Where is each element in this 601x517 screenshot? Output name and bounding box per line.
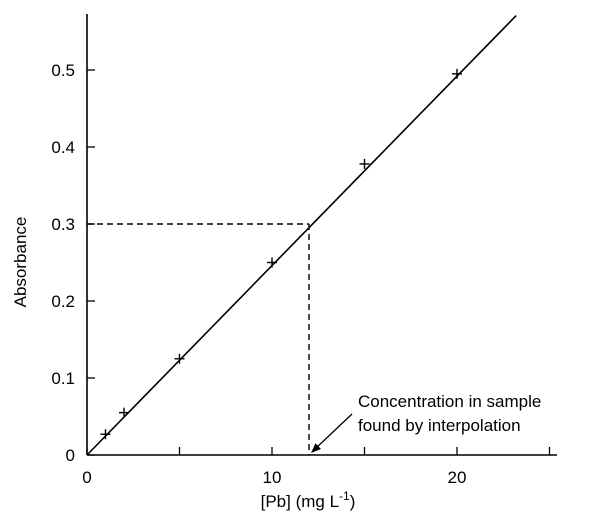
x-axis-title-main: [Pb] (mg L [261,492,339,511]
y-tick-label: 0.4 [51,138,75,157]
annotation-group: Concentration in sample found by interpo… [311,392,541,453]
data-point [119,407,129,418]
annotation-line-2: found by interpolation [358,416,521,435]
y-tick-label: 0 [66,446,75,465]
ticks: 0 0.1 0.2 0.3 0.4 0.5 0 10 20 [51,61,551,487]
axes [86,14,557,456]
data-point [452,68,462,79]
x-tick-label: 0 [82,468,91,487]
annotation-line-1: Concentration in sample [358,392,541,411]
y-tick-label: 0.1 [51,369,75,388]
annotation-arrow-line [314,413,353,450]
fit-line [86,14,517,456]
y-tick-label: 0.2 [51,292,75,311]
data-point [267,257,277,268]
y-tick-label: 0.5 [51,61,75,80]
data-point [174,353,185,364]
annotation-arrow-head [311,443,322,453]
y-axis-title: Absorbance [11,217,30,308]
data-points [100,68,462,440]
data-point [100,429,111,440]
data-point [359,158,370,169]
interpolation-guides [87,223,310,455]
x-axis-title-suffix: ) [350,492,356,511]
x-tick-label: 10 [263,468,282,487]
fit-line-group [86,14,517,456]
x-tick-label: 20 [448,468,467,487]
x-axis-title: [Pb] (mg L-1) [261,489,356,511]
x-axis-title-superscript: -1 [339,489,350,503]
y-tick-label: 0.3 [51,215,75,234]
